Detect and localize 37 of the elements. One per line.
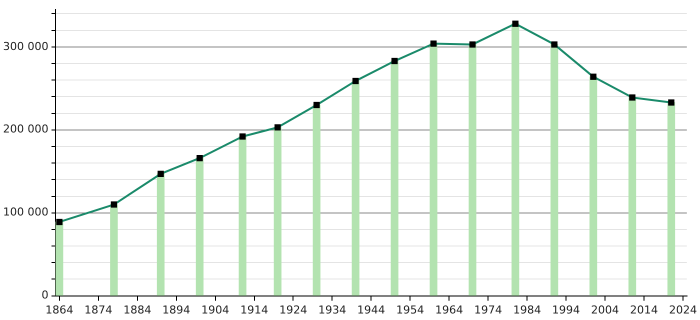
- bar: [550, 44, 558, 296]
- bar: [196, 158, 204, 296]
- x-tick-label: 1874: [84, 303, 112, 316]
- bar: [352, 80, 360, 296]
- bar: [238, 136, 246, 296]
- x-tick-label: 1934: [318, 303, 346, 316]
- bar: [390, 60, 398, 296]
- bar: [156, 174, 165, 296]
- bar: [589, 76, 598, 296]
- x-tick-label: 1904: [201, 303, 230, 316]
- x-tick-label: 1974: [474, 303, 502, 316]
- bar: [468, 44, 476, 296]
- x-tick-label: 1964: [435, 303, 464, 316]
- bar: [667, 102, 676, 296]
- x-tick-label: 1944: [357, 303, 386, 316]
- x-tick-label: 1924: [279, 303, 308, 316]
- y-tick-label: 0: [41, 288, 48, 302]
- x-tick-label: 1884: [123, 303, 152, 316]
- x-tick-label: 2004: [591, 303, 620, 316]
- x-tick-label: 1984: [513, 303, 542, 316]
- x-tick-label: 1914: [240, 303, 268, 316]
- x-tick-label: 1864: [45, 303, 74, 316]
- y-tick-label: 100 000: [2, 206, 48, 219]
- x-tick-label: 2024: [668, 303, 697, 316]
- x-tick-label: 1954: [396, 303, 424, 316]
- x-tick-label: 2014: [630, 303, 658, 316]
- bar: [110, 204, 118, 296]
- bar: [512, 23, 520, 296]
- bar: [628, 97, 636, 296]
- bar: [312, 104, 320, 296]
- bar: [430, 43, 438, 296]
- bar: [56, 222, 64, 296]
- y-tick-label: 300 000: [2, 40, 48, 53]
- x-tick-label: 1994: [552, 303, 580, 316]
- y-tick-label: 200 000: [2, 122, 48, 136]
- x-tick-label: 1894: [162, 303, 190, 316]
- bar: [274, 127, 282, 296]
